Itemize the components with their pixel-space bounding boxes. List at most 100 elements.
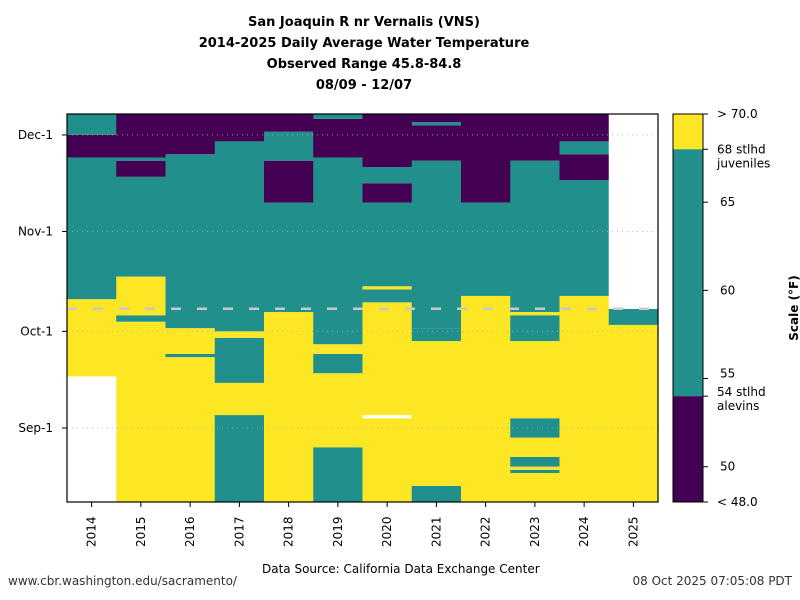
heatmap-cell-2018-mid bbox=[264, 202, 314, 313]
colorbar-tick-label: 50 bbox=[720, 460, 735, 474]
heatmap-cell-2016-low bbox=[165, 114, 216, 155]
heatmap-cell-2023-high bbox=[510, 466, 560, 470]
heatmap-cell-2018-low bbox=[264, 114, 314, 132]
x-tick-label-2016: 2016 bbox=[183, 516, 197, 547]
footer-timestamp: 08 Oct 2025 07:05:08 PDT bbox=[632, 574, 792, 588]
heatmap-cell-2023-high bbox=[510, 341, 560, 419]
heatmap-cell-2023-mid bbox=[510, 418, 560, 438]
heatmap-cell-2014-high bbox=[67, 299, 117, 377]
heatmap-cell-2020-mid bbox=[362, 202, 413, 287]
chart-title-description: 2014-2025 Daily Average Water Temperatur… bbox=[198, 36, 530, 51]
heatmap-cell-2023-mid bbox=[510, 456, 560, 467]
chart-title-range: Observed Range 45.8-84.8 bbox=[266, 57, 462, 72]
heatmap-cell-2015-low bbox=[116, 160, 166, 177]
colorbar-bin-low bbox=[673, 396, 703, 502]
heatmap-cell-2020-high bbox=[362, 418, 413, 502]
heatmap-cell-2023-mid bbox=[510, 315, 560, 341]
heatmap-cell-2016-high bbox=[165, 328, 216, 354]
colorbar-tick-label: < 48.0 bbox=[717, 495, 758, 509]
heatmap-cell-2024-mid bbox=[559, 180, 610, 296]
heatmap-cell-2017-low bbox=[214, 114, 265, 142]
heatmap-cell-2016-high bbox=[165, 357, 216, 502]
heatmap-cell-2022-mid bbox=[461, 202, 511, 296]
y-axis: Sep-1 Oct-1 Nov-1 Dec-1 bbox=[18, 128, 67, 435]
heatmap-cell-2024-low bbox=[559, 114, 610, 142]
heatmap-cell-2024-mid bbox=[559, 141, 610, 155]
heatmap-cell-2023-high bbox=[510, 312, 560, 316]
heatmap-cell-2017-high bbox=[214, 382, 265, 416]
heatmap-cell-2023-mid bbox=[510, 160, 560, 313]
heatmap-cell-2016-mid bbox=[165, 154, 216, 329]
heatmap-cell-2017-mid bbox=[214, 141, 265, 332]
x-tick-label-2019: 2019 bbox=[331, 516, 345, 547]
colorbar-tick-label: 68 stlhd bbox=[717, 142, 766, 156]
x-tick-label-2020: 2020 bbox=[380, 516, 394, 547]
heatmap-cell-2023-high bbox=[510, 473, 560, 502]
heatmap-cells bbox=[67, 114, 659, 502]
colorbar-bin-high bbox=[673, 114, 703, 150]
heatmap-cell-2020-none bbox=[362, 415, 413, 419]
heatmap-cell-2024-low bbox=[559, 154, 610, 181]
x-tick-label-2022: 2022 bbox=[479, 516, 493, 547]
heatmap-cell-2023-low bbox=[510, 114, 560, 161]
heatmap-cell-2021-mid bbox=[411, 485, 462, 502]
heatmap-cell-2020-low bbox=[362, 114, 413, 168]
heatmap-cell-2014-low bbox=[67, 134, 117, 158]
colorbar-bin-mid bbox=[673, 149, 703, 397]
heatmap-cell-2021-high bbox=[411, 341, 462, 486]
gridlines bbox=[67, 134, 658, 429]
colorbar-tick-label: > 70.0 bbox=[717, 107, 758, 121]
heatmap-cell-2015-mid bbox=[116, 157, 166, 161]
x-tick-label-2023: 2023 bbox=[528, 516, 542, 547]
heatmap-cell-2020-low bbox=[362, 183, 413, 203]
heatmap-cell-2025-mid bbox=[608, 308, 659, 325]
x-tick-label-2014: 2014 bbox=[85, 516, 99, 547]
heatmap-cell-2014-mid bbox=[67, 114, 117, 135]
heatmap-cell-2024-high bbox=[559, 295, 610, 502]
heatmap-cell-2014-none bbox=[67, 376, 117, 502]
footer-url[interactable]: www.cbr.washington.edu/sacramento/ bbox=[8, 574, 237, 588]
colorbar-frame bbox=[672, 113, 704, 503]
heatmap-cell-2023-mid bbox=[510, 469, 560, 474]
heatmap-cell-2021-mid bbox=[411, 160, 462, 329]
heatmap-cell-2019-high bbox=[313, 344, 363, 354]
heatmap-cell-2017-mid bbox=[214, 415, 265, 502]
footer-data-source: Data Source: California Data Exchange Ce… bbox=[262, 562, 540, 576]
heatmap-cell-2019-mid bbox=[313, 353, 363, 374]
heatmap-cell-2019-low bbox=[313, 118, 363, 158]
heatmap-cell-2025-high bbox=[608, 324, 659, 502]
heatmap-cell-2019-mid bbox=[313, 114, 363, 119]
heatmap-cell-2021-mid bbox=[411, 122, 462, 126]
colorbar-tick-label: 60 bbox=[720, 283, 735, 297]
heatmap-cell-2015-mid bbox=[116, 176, 166, 277]
heatmap-cell-2018-high bbox=[264, 312, 314, 502]
heatmap-cell-2023-high bbox=[510, 437, 560, 457]
x-axis: 2014 2015 2016 2017 2018 2019 2020 2021 2022 2023… bbox=[85, 502, 640, 547]
x-tick-label-2017: 2017 bbox=[232, 516, 246, 547]
heatmap-cell-2017-mid bbox=[214, 337, 265, 383]
heatmap-cell-2015-low bbox=[116, 114, 166, 158]
y-tick-label-sep-1: Sep-1 bbox=[18, 421, 53, 435]
heatmap-cell-2019-mid bbox=[313, 447, 363, 502]
heatmap-cell-2018-mid bbox=[264, 131, 314, 161]
colorbar-tick-label: 65 bbox=[720, 195, 735, 209]
heatmap-cell-2018-low bbox=[264, 160, 314, 203]
colorbar-tick-label: juveniles bbox=[716, 156, 770, 170]
heatmap-cell-2019-high bbox=[313, 373, 363, 448]
x-tick-label-2025: 2025 bbox=[626, 516, 640, 547]
heatmap-cell-2015-high bbox=[116, 321, 166, 502]
chart-title-station: San Joaquin R nr Vernalis (VNS) bbox=[248, 15, 480, 30]
y-tick-label-oct-1: Oct-1 bbox=[20, 324, 53, 338]
colorbar-tick-label: 55 bbox=[720, 367, 735, 381]
chart-title-dates: 08/09 - 12/07 bbox=[315, 78, 413, 93]
heatmap-cell-2016-mid bbox=[165, 353, 216, 358]
heatmap-cell-2014-mid bbox=[67, 157, 117, 300]
colorbar-tick-label: alevins bbox=[717, 399, 759, 413]
heatmap-cell-2025-none bbox=[608, 114, 659, 309]
heatmap-cell-2022-low bbox=[461, 114, 511, 203]
x-tick-label-2015: 2015 bbox=[134, 516, 148, 547]
heatmap-cell-2017-high bbox=[214, 331, 265, 338]
heatmap-cell-2021-low bbox=[411, 114, 462, 123]
